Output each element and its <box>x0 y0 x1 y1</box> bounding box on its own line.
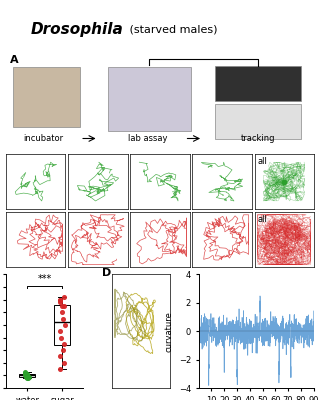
Point <box>24 374 29 380</box>
Text: all: all <box>258 157 267 166</box>
Point <box>24 375 29 381</box>
Point <box>26 374 31 380</box>
Bar <box>108 66 191 131</box>
Point <box>62 341 67 347</box>
Point <box>62 360 67 366</box>
Point <box>24 372 29 378</box>
Point <box>61 294 66 300</box>
Point <box>57 328 62 334</box>
Point <box>61 347 66 353</box>
Text: sugar: sugar <box>18 224 28 252</box>
Point <box>26 374 31 380</box>
Text: lab assay: lab assay <box>128 134 167 143</box>
Point <box>24 371 29 377</box>
Point <box>57 366 62 372</box>
Point <box>60 303 65 309</box>
Text: Drosophila: Drosophila <box>30 22 123 37</box>
Y-axis label: curvature: curvature <box>164 311 173 352</box>
Bar <box>12 66 80 126</box>
Text: incubator: incubator <box>23 134 63 143</box>
Point <box>23 370 28 376</box>
Bar <box>215 104 301 140</box>
Point <box>58 299 63 306</box>
Point <box>58 296 63 303</box>
Point <box>24 371 29 377</box>
Text: ***: *** <box>37 274 52 284</box>
Point <box>62 303 67 309</box>
Text: D: D <box>102 268 111 278</box>
Point <box>23 372 28 378</box>
Text: A: A <box>10 56 18 66</box>
Point <box>58 353 63 360</box>
Point <box>57 296 62 303</box>
Text: water: water <box>18 167 28 195</box>
Text: (starved males): (starved males) <box>126 25 218 35</box>
Point <box>59 334 64 341</box>
PathPatch shape <box>54 305 70 346</box>
Bar <box>215 66 301 101</box>
Point <box>22 368 28 375</box>
Point <box>25 375 30 381</box>
Text: B: B <box>10 155 18 165</box>
PathPatch shape <box>20 374 35 377</box>
Text: all: all <box>258 215 267 224</box>
Point <box>59 309 64 316</box>
Point <box>60 316 66 322</box>
Point <box>62 322 67 328</box>
Text: tracking: tracking <box>241 134 276 143</box>
Point <box>22 372 27 378</box>
